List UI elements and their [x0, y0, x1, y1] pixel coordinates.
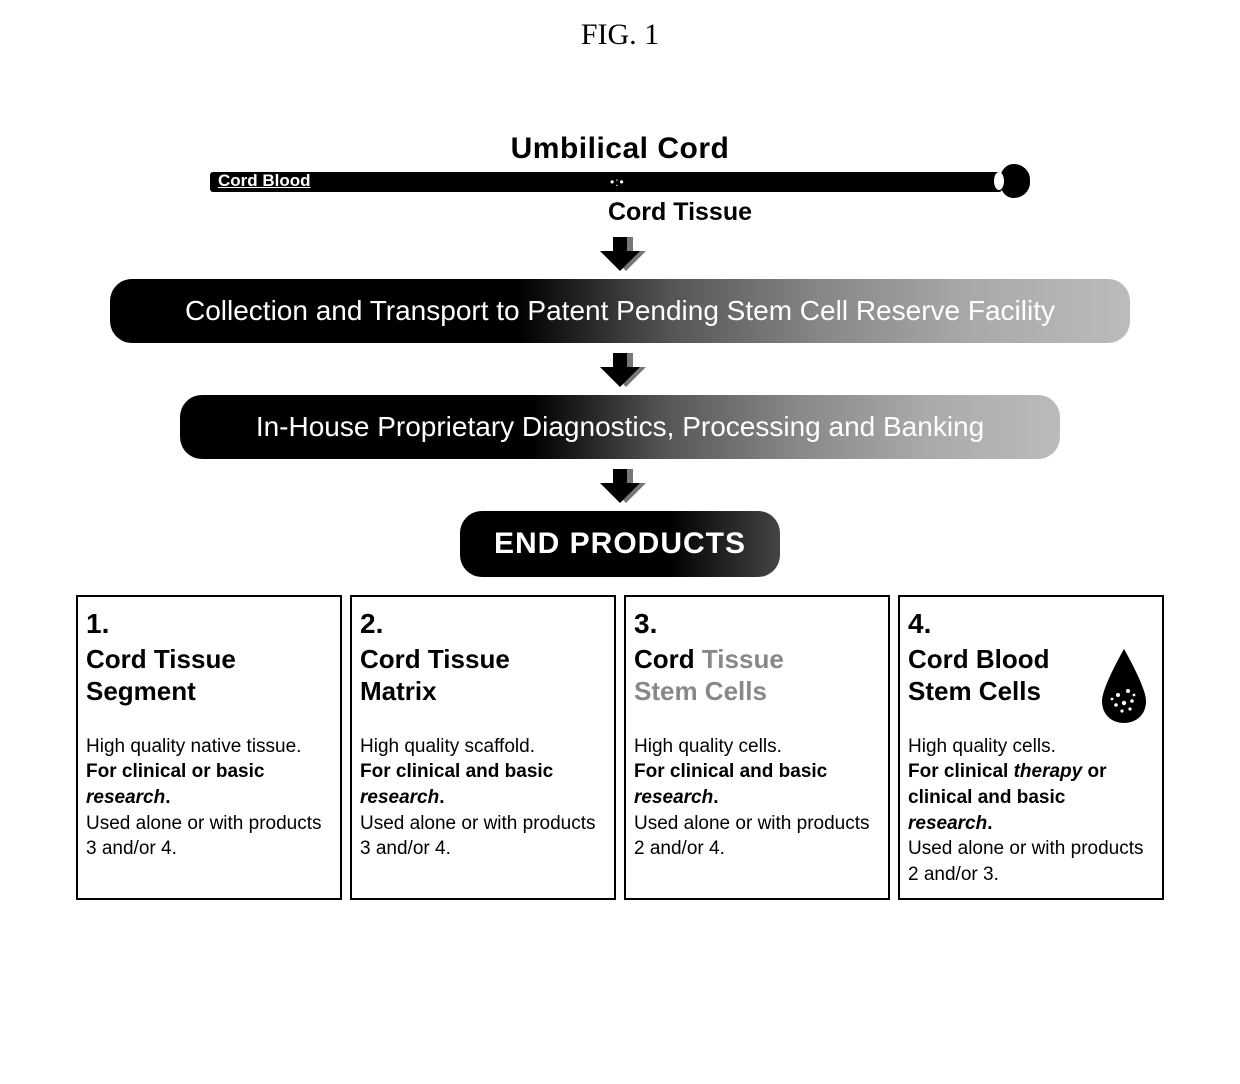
cord-dots-icon: •:• — [610, 175, 625, 189]
flow-step-collection: Collection and Transport to Patent Pendi… — [110, 279, 1130, 343]
product-box-4: 4. Cord Blood Stem Cells High quality ce… — [898, 595, 1164, 900]
cord-bar-fill — [210, 172, 1002, 192]
cord-blood-label: Cord Blood — [218, 171, 311, 191]
cord-bar: Cord Blood •:• — [210, 170, 1030, 196]
product-title: Cord Tissue Stem Cells — [634, 643, 880, 708]
product-description: High quality native tissue. For clinical… — [86, 734, 332, 862]
product-box-2: 2. Cord Tissue Matrix High quality scaff… — [350, 595, 616, 900]
blood-drop-icon — [1094, 647, 1154, 725]
product-title: Cord Tissue Matrix — [360, 643, 606, 708]
product-description: High quality scaffold. For clinical and … — [360, 734, 606, 862]
product-description: High quality cells. For clinical and bas… — [634, 734, 880, 862]
product-box-3: 3. Cord Tissue Stem Cells High quality c… — [624, 595, 890, 900]
figure-label: FIG. 1 — [0, 0, 1240, 52]
product-title: Cord Tissue Segment — [86, 643, 332, 708]
cord-tissue-label: Cord Tissue — [0, 198, 1240, 227]
arrow-icon — [600, 469, 640, 503]
products-row: 1. Cord Tissue Segment High quality nati… — [0, 595, 1240, 900]
product-description: High quality cells. For clinical therapy… — [908, 734, 1154, 888]
product-number: 2. — [360, 605, 606, 643]
arrow-icon — [600, 237, 640, 271]
product-box-1: 1. Cord Tissue Segment High quality nati… — [76, 595, 342, 900]
product-number: 4. — [908, 605, 1154, 643]
umbilical-cord-header: Umbilical Cord Cord Blood •:• Cord Tissu… — [0, 132, 1240, 227]
product-number: 3. — [634, 605, 880, 643]
flow-step-processing: In-House Proprietary Diagnostics, Proces… — [180, 395, 1060, 459]
flow-step-end-products: END PRODUCTS — [460, 511, 780, 577]
cord-knob-icon — [1000, 164, 1030, 198]
umbilical-title: Umbilical Cord — [0, 132, 1240, 166]
product-number: 1. — [86, 605, 332, 643]
arrow-icon — [600, 353, 640, 387]
